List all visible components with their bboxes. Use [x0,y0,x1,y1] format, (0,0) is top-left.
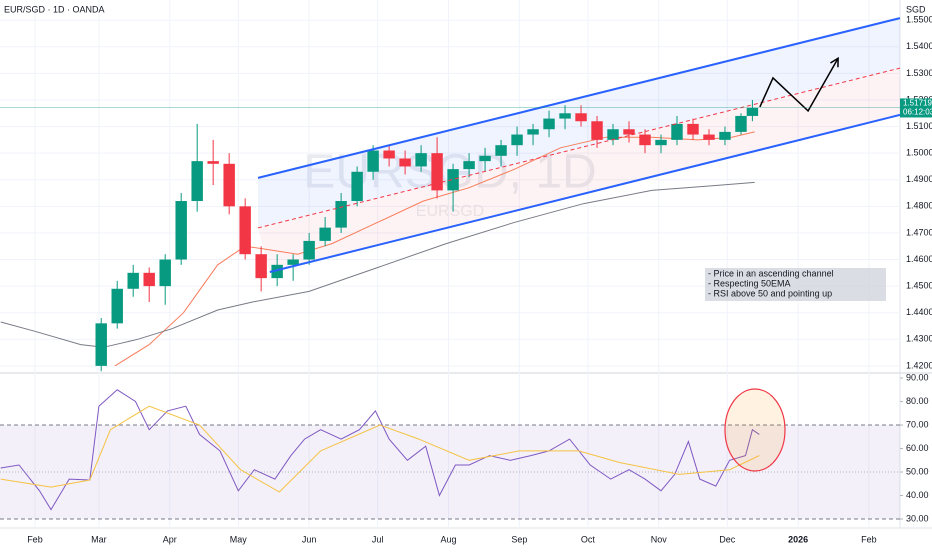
y-tick-label: 1.48000 [906,201,932,211]
annotation-text: - Respecting 50EMA [708,278,791,288]
last-price-box [900,98,932,118]
y-tick-label: 80.00 [906,396,929,406]
rsi-line [0,405,760,493]
y-tick-label: 1.47000 [906,227,932,237]
y-tick-label: 50.00 [906,466,929,476]
candle-body [271,264,283,279]
candle-body [623,129,635,135]
x-tick-label: Apr [163,534,177,544]
moving-average [0,181,755,348]
x-tick-label: Mar [91,534,107,544]
y-tick-label: 1.43000 [906,334,932,344]
y-tick-label: 1.49000 [906,174,932,184]
countdown: 06:12:03 [903,108,932,117]
y-tick-label: 1.42000 [906,360,932,370]
candle-body [447,169,459,191]
candle-body [95,323,107,366]
annotation-box [705,268,886,301]
highlight-circle [724,388,786,472]
candle-body [399,158,411,167]
candle-body [415,153,427,167]
candle-body [463,161,475,170]
candle-body [111,288,123,324]
x-tick-label: Nov [651,534,668,544]
y-tick-label: 70.00 [906,419,929,429]
x-tick-label: Feb [27,534,43,544]
x-tick-label: Jul [372,534,384,544]
candle-body [655,139,667,146]
candle-body [479,155,491,162]
candle-body [719,131,731,140]
x-tick-label: 2026 [788,534,808,544]
candle-body [159,259,171,287]
x-tick-label: Feb [861,534,877,544]
candle-body [223,163,235,207]
x-tick-label: Oct [581,534,596,544]
y-tick-label: 40.00 [906,490,929,500]
candle-body [639,134,651,146]
last-price-label: 1.51719 [903,99,932,108]
candle-body [591,121,603,140]
candle-body [431,153,443,191]
candle-body [543,118,555,130]
candle-body [319,227,331,241]
candle-body [607,129,619,140]
candle-body [287,259,299,265]
y-tick-label: 1.45000 [906,280,932,290]
x-tick-label: Jun [302,534,317,544]
candle-body [351,171,363,202]
y-tick-label: 1.46000 [906,254,932,264]
chart-title: EUR/SGD · 1D · OANDA [4,4,105,14]
y-tick-label: 1.55000 [906,15,932,25]
projection-path [759,57,839,113]
candle-body [671,123,683,140]
candle-body [703,134,715,140]
y-tick-label: 1.50000 [906,148,932,158]
y-tick-label: 1.53000 [906,68,932,78]
candle-body [559,113,571,119]
candle-body [527,129,539,135]
channel-line [257,17,901,179]
x-tick-label: Dec [719,534,736,544]
y-tick-label: 1.44000 [906,307,932,317]
moving-average [114,131,755,367]
annotation-text: - RSI above 50 and pointing up [708,288,832,298]
candle-body [239,206,251,255]
currency: SGD [906,4,926,14]
channel-line [269,113,901,273]
candle-body [143,272,155,287]
x-tick-label: Aug [441,534,457,544]
y-tick-label: 1.51000 [906,121,932,131]
candle-body [575,113,587,122]
candle-body [687,123,699,135]
x-tick-label: Sep [511,534,527,544]
rsi-line [0,389,760,511]
arrow-head [830,56,839,68]
candle-body [255,254,267,279]
y-tick-label: 30.00 [906,513,929,523]
candle-body [207,161,219,164]
channel-line [257,67,901,229]
candle-body [367,150,379,172]
candle-body [175,201,187,260]
candle-body [746,107,759,116]
x-tick-label: May [230,534,248,544]
candle-body [191,161,203,202]
watermark: EURSGD [416,203,484,220]
y-tick-label: 1.54000 [906,41,932,51]
channel-fill-upper [258,18,900,228]
candle-body [735,115,747,132]
candle-body [383,150,395,159]
y-tick-label: 60.00 [906,443,929,453]
candle-body [511,134,523,146]
y-tick-label: 90.00 [906,372,929,382]
candle-body [303,240,315,260]
candle-body [127,272,139,289]
candle-body [495,145,507,156]
annotation-text: - Price in an ascending channel [708,268,834,278]
candle-body [335,201,347,228]
